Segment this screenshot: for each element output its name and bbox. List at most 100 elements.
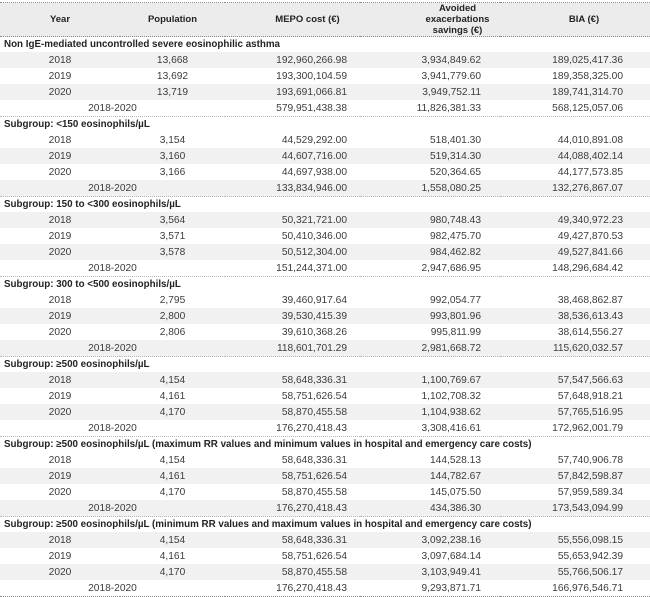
population-cell: 2,795 bbox=[159, 294, 186, 306]
avoided-savings-cell: 3,949,752.11 bbox=[360, 84, 500, 100]
section-total-row: 2018-2020 133,834,946.00 1,558,080.25 132,2… bbox=[0, 180, 650, 197]
bia-cell: 57,765,516.95 bbox=[500, 404, 650, 420]
bia-cell: 55,653,942.39 bbox=[557, 550, 623, 562]
period-total-label: 2018-2020 bbox=[0, 180, 225, 197]
population-cell: 2,806 bbox=[159, 326, 186, 338]
data-row: 2020 4,170 58,870,455.58 145,075.50 57,959,5… bbox=[0, 484, 650, 500]
avoided-savings-total-cell: 3,308,416.61 bbox=[421, 422, 481, 434]
section-total-row: 2018-2020 579,951,438.38 11,826,381.33 568,… bbox=[0, 100, 650, 117]
mepo-cost-cell: 58,870,455.58 bbox=[225, 564, 360, 580]
bia-cell: 189,741,314.70 bbox=[500, 84, 650, 100]
section-total-row: 2018-2020 176,270,418.43 434,386.30 173,543… bbox=[0, 500, 650, 517]
mepo-cost-cell: 58,751,626.54 bbox=[225, 468, 360, 484]
mepo-cost-total-cell: 579,951,438.38 bbox=[276, 102, 347, 114]
section-header-row: Subgroup: 150 to <300 eosinophils/µL bbox=[0, 196, 650, 212]
bia-total-cell: 568,125,057.06 bbox=[552, 102, 623, 114]
mepo-cost-cell: 193,300,104.59 bbox=[276, 70, 347, 82]
data-row: 2020 13,719 193,691,066.81 3,949,752.11 189,… bbox=[0, 84, 650, 100]
mepo-cost-cell: 193,691,066.81 bbox=[225, 84, 360, 100]
population-cell: 3,571 bbox=[159, 230, 186, 242]
bia-total-cell: 166,976,546.71 bbox=[552, 582, 623, 594]
bia-total-cell: 173,543,094.99 bbox=[500, 500, 650, 517]
mepo-cost-cell: 58,648,336.31 bbox=[281, 454, 347, 466]
column-header-population: Population bbox=[120, 2, 225, 37]
column-header-avoided-exacerbations-savings: Avoided exacerbations savings (€) bbox=[360, 2, 500, 37]
avoided-savings-cell: 3,092,238.16 bbox=[360, 532, 500, 548]
population-cell: 4,161 bbox=[120, 468, 225, 484]
avoided-savings-cell: 3,941,779.60 bbox=[421, 70, 481, 82]
population-cell: 13,668 bbox=[120, 52, 225, 68]
bia-cell: 38,468,862.87 bbox=[557, 294, 623, 306]
year-cell: 2018 bbox=[0, 212, 120, 228]
section-header-row: Subgroup: ≥500 eosinophils/µL (maximum R… bbox=[0, 436, 650, 452]
section-header-row: Subgroup: 300 to <500 eosinophils/µL bbox=[0, 276, 650, 292]
avoided-savings-cell: 520,364.65 bbox=[430, 166, 481, 178]
period-total-label: 2018-2020 bbox=[88, 582, 137, 594]
bia-cell: 57,740,906.78 bbox=[557, 454, 623, 466]
mepo-cost-cell: 50,410,346.00 bbox=[281, 230, 347, 242]
population-cell: 3,154 bbox=[159, 134, 186, 146]
avoided-savings-cell: 995,811.99 bbox=[430, 326, 481, 338]
year-cell: 2018 bbox=[0, 532, 120, 548]
year-cell: 2019 bbox=[48, 70, 72, 82]
year-cell: 2019 bbox=[0, 148, 120, 164]
mepo-cost-total-cell: 118,601,701.29 bbox=[225, 340, 360, 357]
mepo-cost-total-cell: 133,834,946.00 bbox=[225, 180, 360, 197]
bia-cell: 55,766,506.17 bbox=[500, 564, 650, 580]
avoided-savings-cell: 518,401.30 bbox=[430, 134, 481, 146]
mepo-cost-cell: 192,960,266.98 bbox=[225, 52, 360, 68]
avoided-savings-cell: 1,100,769.67 bbox=[360, 372, 500, 388]
year-cell: 2019 bbox=[48, 230, 72, 242]
year-cell: 2020 bbox=[0, 404, 120, 420]
mepo-cost-cell: 50,321,721.00 bbox=[225, 212, 360, 228]
bia-cell: 49,340,972.23 bbox=[500, 212, 650, 228]
avoided-savings-cell: 3,103,949.41 bbox=[360, 564, 500, 580]
bia-cell: 38,536,613.43 bbox=[500, 308, 650, 324]
section-title: Subgroup: ≥500 eosinophils/µL (minimum R… bbox=[0, 516, 650, 532]
population-cell: 3,578 bbox=[120, 244, 225, 260]
data-row: 2020 4,170 58,870,455.58 1,104,938.62 57,765… bbox=[0, 404, 650, 420]
data-row: 2020 3,166 44,697,938.00 520,364.65 44,177,5… bbox=[0, 164, 650, 180]
year-cell: 2018 bbox=[0, 52, 120, 68]
data-row: 2018 3,564 50,321,721.00 980,748.43 49,340,9… bbox=[0, 212, 650, 228]
column-header-year: Year bbox=[0, 2, 120, 37]
data-row: 2019 2,800 39,530,415.39 993,801.96 38,536,6… bbox=[0, 308, 650, 324]
bia-cell: 49,527,841.66 bbox=[500, 244, 650, 260]
population-cell: 3,564 bbox=[120, 212, 225, 228]
bia-cell: 189,358,325.00 bbox=[552, 70, 623, 82]
period-total-label: 2018-2020 bbox=[88, 262, 137, 274]
avoided-savings-total-cell: 11,826,381.33 bbox=[416, 102, 481, 114]
period-total-label: 2018-2020 bbox=[88, 102, 137, 114]
mepo-cost-cell: 58,648,336.31 bbox=[225, 532, 360, 548]
bia-cell: 44,088,402.14 bbox=[500, 148, 650, 164]
year-cell: 2018 bbox=[48, 134, 72, 146]
section-title: Non IgE-mediated uncontrolled severe eos… bbox=[0, 36, 650, 52]
mepo-cost-cell: 58,870,455.58 bbox=[281, 486, 347, 498]
year-cell: 2020 bbox=[48, 326, 72, 338]
population-cell: 4,161 bbox=[159, 550, 186, 562]
bia-total-cell: 115,620,032.57 bbox=[500, 340, 650, 357]
section-total-row: 2018-2020 118,601,701.29 2,981,668.72 115,6… bbox=[0, 340, 650, 357]
year-cell: 2018 bbox=[48, 294, 72, 306]
section-title: Subgroup: 300 to <500 eosinophils/µL bbox=[0, 276, 650, 292]
avoided-savings-total-cell: 2,947,686.95 bbox=[421, 262, 481, 274]
mepo-cost-cell: 39,530,415.39 bbox=[225, 308, 360, 324]
year-cell: 2020 bbox=[0, 244, 120, 260]
avoided-savings-cell: 519,314.30 bbox=[360, 148, 500, 164]
bia-cell: 57,959,589.34 bbox=[557, 486, 623, 498]
population-cell: 4,154 bbox=[159, 454, 186, 466]
population-cell: 3,166 bbox=[159, 166, 186, 178]
avoided-savings-cell: 144,528.13 bbox=[430, 454, 481, 466]
bia-cell: 49,427,870.53 bbox=[557, 230, 623, 242]
avoided-savings-cell: 980,748.43 bbox=[360, 212, 500, 228]
column-header-bia: BIA (€) bbox=[500, 2, 650, 37]
year-cell: 2020 bbox=[48, 486, 72, 498]
population-cell: 4,161 bbox=[159, 390, 186, 402]
avoided-savings-cell: 993,801.96 bbox=[360, 308, 500, 324]
avoided-savings-cell: 145,075.50 bbox=[430, 486, 481, 498]
avoided-savings-cell: 1,104,938.62 bbox=[360, 404, 500, 420]
year-cell: 2019 bbox=[48, 550, 72, 562]
mepo-cost-total-cell: 151,244,371.00 bbox=[276, 262, 347, 274]
table-body: Non IgE-mediated uncontrolled severe eos… bbox=[0, 36, 650, 597]
